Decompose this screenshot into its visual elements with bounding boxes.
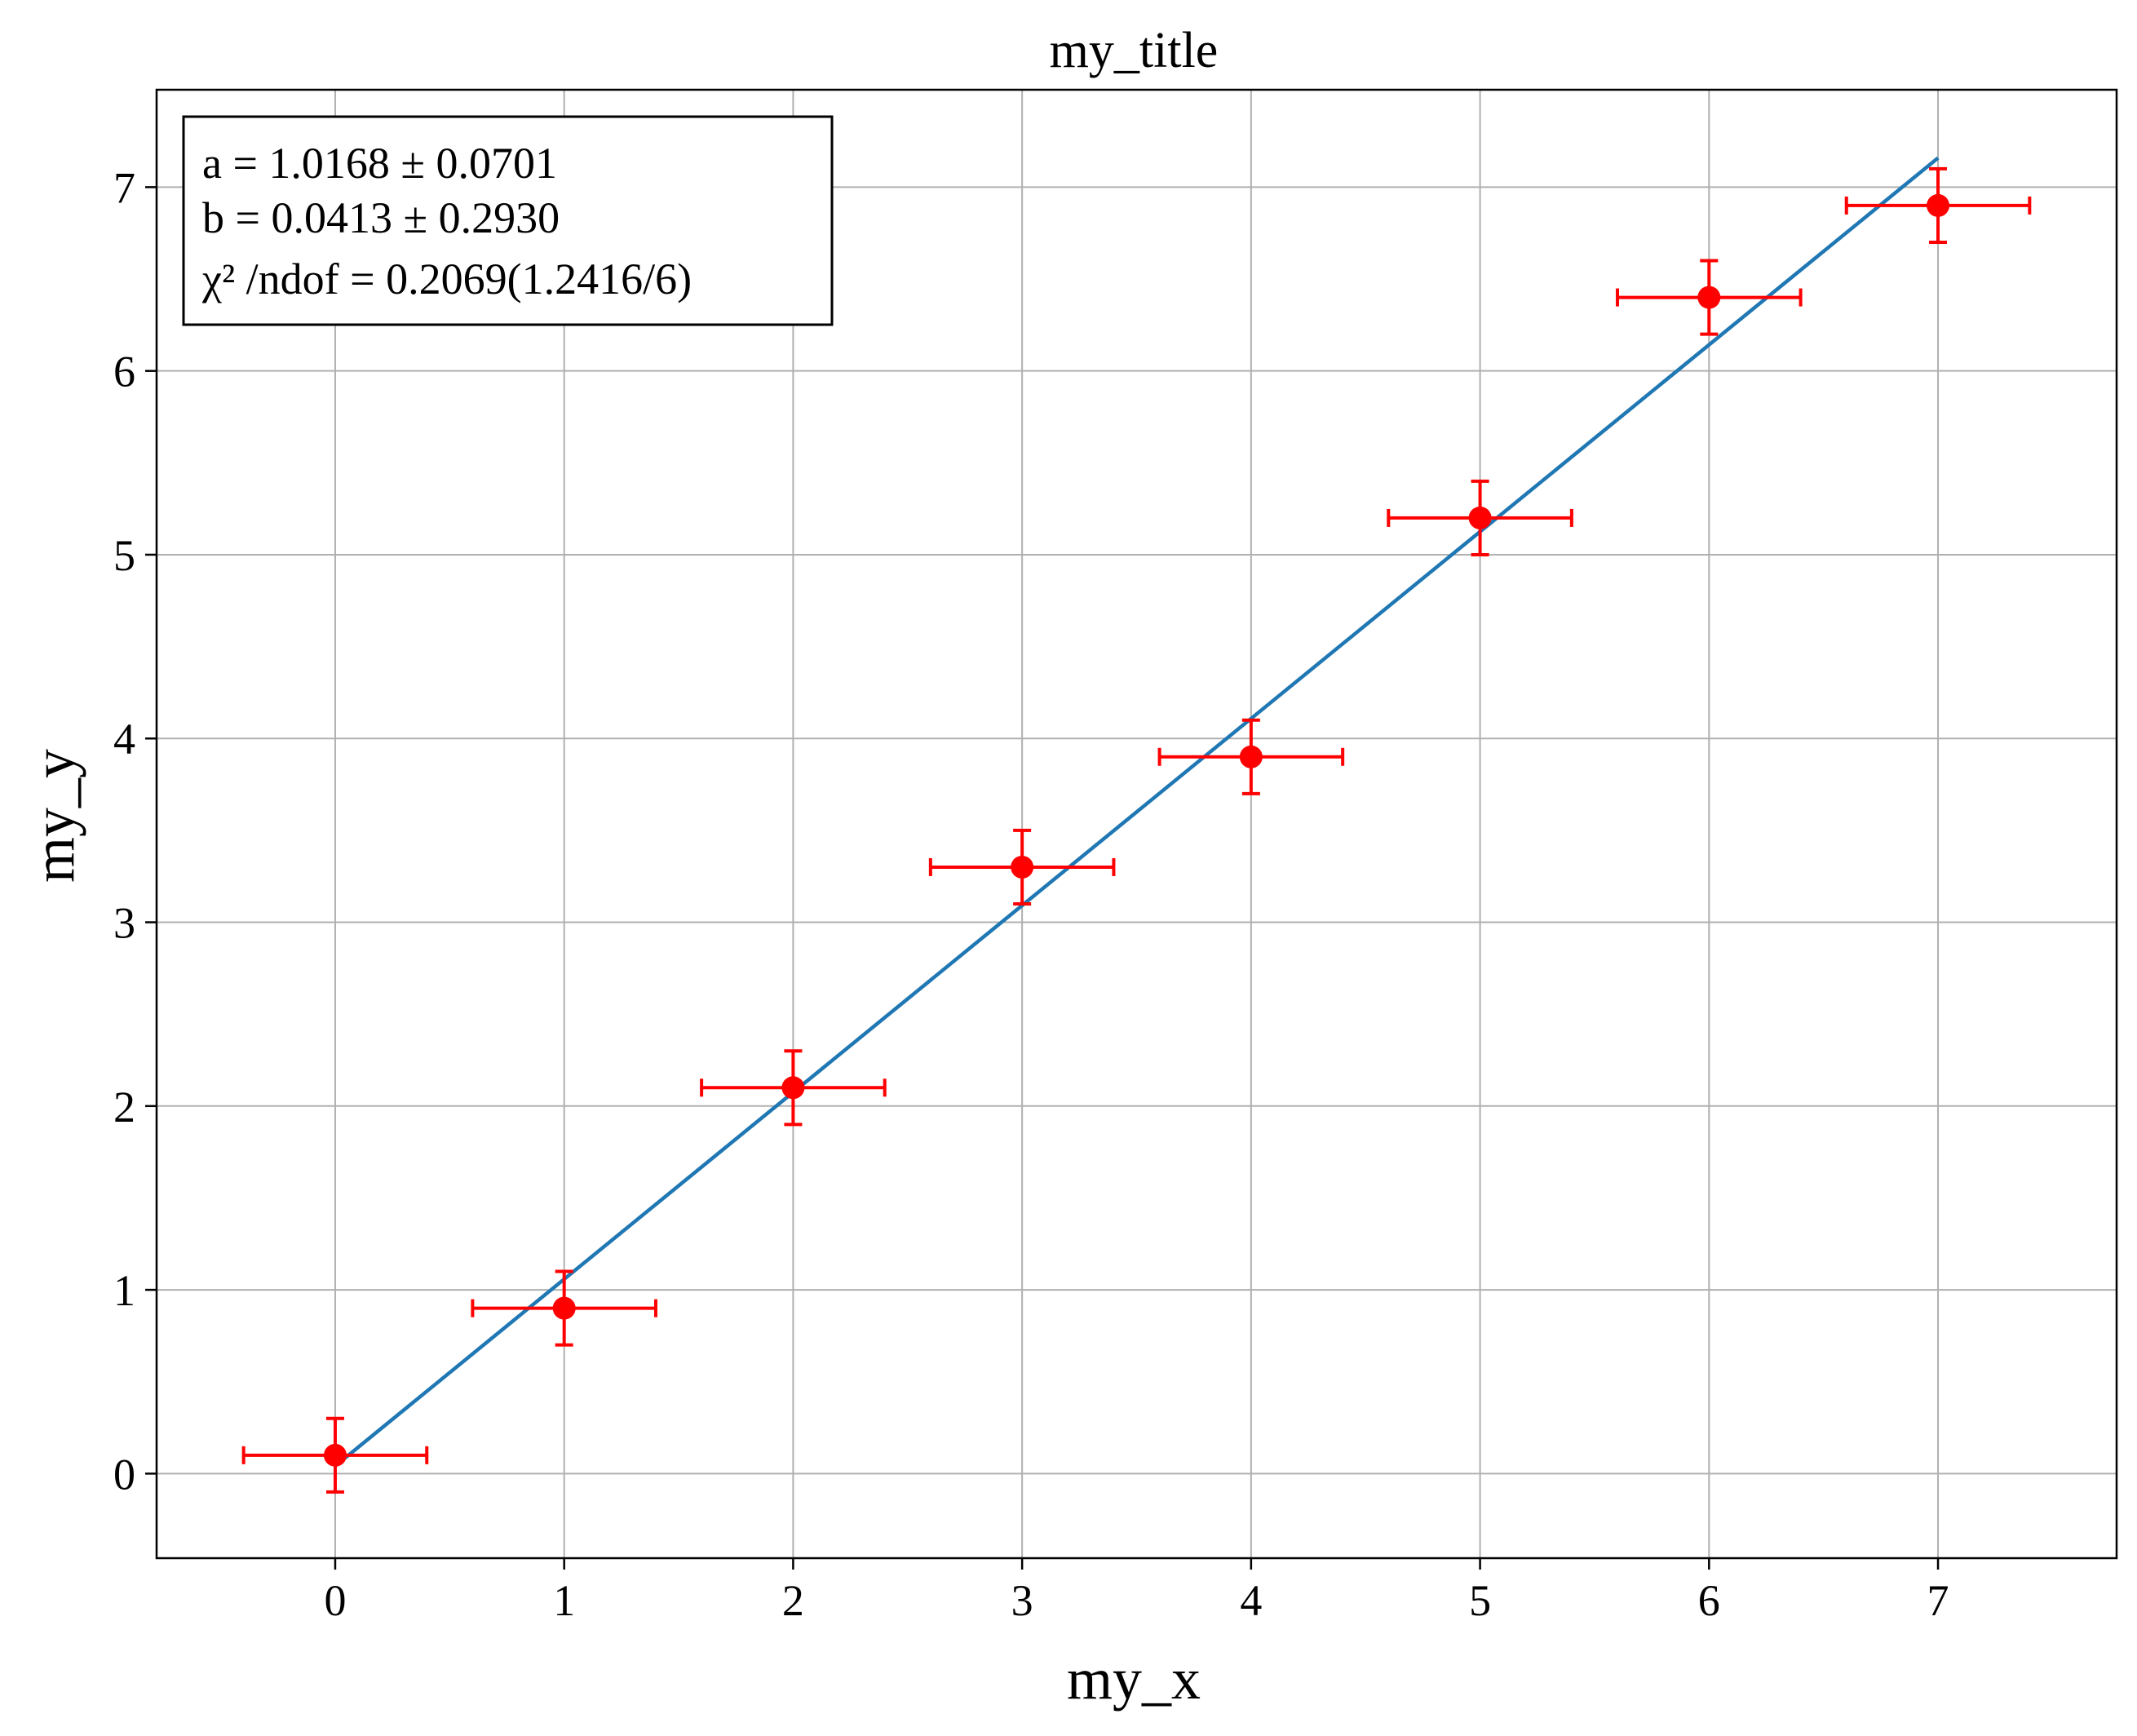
- x-axis-ticks: 0 1 2 3 4 5 6 7: [324, 1558, 1949, 1625]
- y-axis-ticks: 0 1 2 3 4 5 6 7: [113, 163, 157, 1499]
- y-tick-label: 7: [113, 163, 135, 212]
- x-tick-label: 2: [782, 1576, 804, 1625]
- fit-param-a: a = 1.0168 ± 0.0701: [202, 139, 557, 188]
- fit-line: [334, 156, 1940, 1468]
- data-marker: [1468, 506, 1492, 529]
- x-tick-label: 3: [1011, 1576, 1033, 1625]
- data-point: [241, 1416, 429, 1494]
- data-point: [471, 1269, 657, 1347]
- data-marker: [1927, 193, 1950, 217]
- y-tick-label: 4: [113, 715, 135, 764]
- y-tick-label: 2: [113, 1083, 135, 1132]
- x-tick-label: 5: [1469, 1576, 1491, 1625]
- fit-line-layer: [334, 156, 1940, 1468]
- y-tick-label: 1: [113, 1266, 135, 1315]
- data-marker: [552, 1296, 576, 1320]
- y-tick-label: 5: [113, 531, 135, 580]
- x-tick-label: 4: [1240, 1576, 1262, 1625]
- data-point: [1844, 166, 2032, 244]
- y-tick-label: 3: [113, 899, 135, 948]
- data-point: [1616, 259, 1803, 336]
- x-tick-label: 7: [1927, 1576, 1949, 1625]
- fit-results-box: a = 1.0168 ± 0.0701 b = 0.0413 ± 0.2930 …: [182, 115, 834, 326]
- chart-title: my_title: [1050, 23, 1219, 78]
- y-axis-label: my_y: [21, 749, 86, 883]
- data-marker: [1011, 855, 1034, 879]
- data-point: [1387, 479, 1573, 556]
- x-axis-label: my_x: [1067, 1646, 1201, 1712]
- fit-param-b: b = 0.0413 ± 0.2930: [202, 193, 560, 242]
- data-point: [928, 828, 1116, 906]
- data-marker: [1239, 745, 1263, 768]
- data-point: [700, 1049, 887, 1127]
- x-tick-label: 6: [1698, 1576, 1720, 1625]
- data-points-layer: [241, 166, 2032, 1494]
- plot-frame: [155, 88, 2118, 1560]
- data-point: [1157, 718, 1345, 795]
- y-tick-label: 6: [113, 348, 135, 396]
- data-marker: [323, 1443, 347, 1467]
- x-tick-label: 1: [553, 1576, 575, 1625]
- grid: [157, 90, 2117, 1558]
- fit-results-frame: [182, 115, 834, 326]
- data-marker: [1697, 286, 1721, 309]
- x-tick-label: 0: [324, 1576, 346, 1625]
- fit-chi2-ndof: χ² /ndof = 0.2069(1.2416/6): [201, 255, 692, 303]
- data-marker: [781, 1076, 805, 1100]
- y-tick-label: 0: [113, 1450, 135, 1499]
